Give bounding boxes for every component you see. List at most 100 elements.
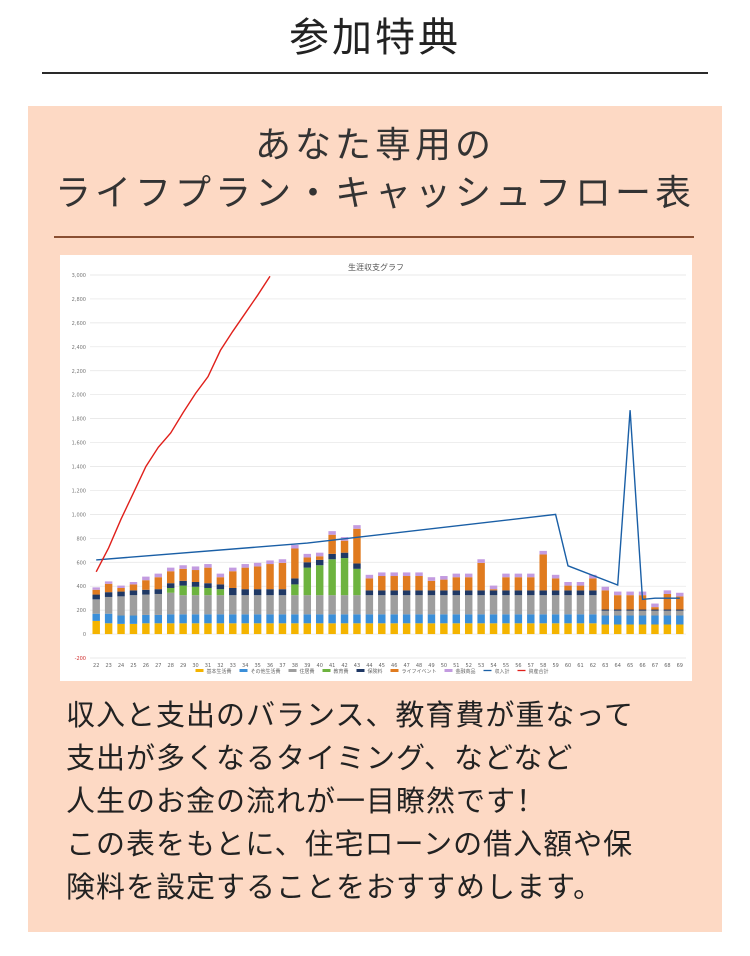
bar-segment bbox=[464, 577, 473, 591]
bar-segment bbox=[253, 614, 262, 624]
bar-segment bbox=[216, 595, 225, 615]
description-line: 支出が多くなるタイミング、などなど bbox=[66, 741, 574, 775]
bar-segment bbox=[353, 568, 361, 596]
x-tick-label: 30 bbox=[192, 663, 198, 669]
legend-label: その他生活費 bbox=[251, 668, 281, 675]
bar-segment bbox=[253, 589, 262, 596]
y-tick-label: 2,000 bbox=[72, 393, 86, 399]
bar-segment bbox=[539, 614, 547, 624]
bar-segment bbox=[378, 623, 386, 635]
legend-swatch bbox=[444, 669, 453, 672]
bar-segment bbox=[613, 591, 622, 596]
panel-heading-line2: ライフプラン・キャッシュフロー表 bbox=[54, 173, 695, 214]
bar-segment bbox=[353, 528, 361, 564]
bar-segment bbox=[477, 590, 485, 596]
bar-segment bbox=[315, 552, 324, 557]
bar-segment bbox=[353, 623, 361, 635]
bar-segment bbox=[266, 614, 274, 624]
bar-segment bbox=[564, 595, 572, 615]
legend-label: 基本生活費 bbox=[207, 668, 232, 675]
bar-segment bbox=[92, 594, 100, 600]
bar-segment bbox=[353, 563, 361, 569]
x-tick-label: 60 bbox=[565, 663, 571, 669]
bar-segment bbox=[229, 587, 237, 596]
bar-segment bbox=[315, 623, 324, 635]
bar-segment bbox=[415, 595, 423, 615]
bar-segment bbox=[663, 593, 672, 610]
y-tick-label: 1,400 bbox=[72, 465, 86, 471]
series-line bbox=[96, 410, 680, 601]
bar-segment bbox=[464, 595, 473, 615]
bar-segment bbox=[315, 559, 324, 566]
x-tick-label: 64 bbox=[615, 663, 621, 669]
bar-segment bbox=[154, 623, 163, 635]
x-tick-label: 44 bbox=[366, 663, 372, 669]
bar-segment bbox=[601, 590, 610, 610]
x-tick-label: 23 bbox=[105, 663, 111, 669]
bar-segment bbox=[464, 590, 473, 596]
bar-segment bbox=[129, 584, 138, 591]
y-tick-label: 2,800 bbox=[72, 297, 86, 303]
bar-segment bbox=[328, 623, 336, 635]
bar-segment bbox=[216, 584, 225, 590]
bar-segment bbox=[502, 577, 510, 591]
bar-segment bbox=[104, 592, 113, 597]
bar-segment bbox=[564, 590, 572, 596]
bar-segment bbox=[613, 609, 622, 611]
bar-segment bbox=[191, 586, 200, 596]
bar-segment bbox=[564, 585, 572, 591]
bar-segment bbox=[638, 615, 647, 625]
x-tick-label: 65 bbox=[627, 663, 633, 669]
bar-segment bbox=[626, 609, 634, 611]
bar-segment bbox=[539, 590, 547, 596]
y-tick-label: 1,800 bbox=[72, 417, 86, 423]
bar-segment bbox=[365, 574, 374, 579]
bar-segment bbox=[539, 554, 547, 591]
x-tick-label: 59 bbox=[552, 663, 558, 669]
bar-segment bbox=[390, 623, 398, 635]
bar-segment bbox=[452, 577, 461, 591]
title-divider bbox=[42, 72, 708, 74]
bonus-panel: あなた専用の ライフプラン・キャッシュフロー表 生涯収支グラフ -200 0 200… bbox=[28, 106, 722, 932]
bar-segment bbox=[291, 578, 299, 585]
bar-segment bbox=[626, 591, 634, 596]
bar-segment bbox=[142, 589, 150, 595]
bar-segment bbox=[402, 623, 411, 635]
bar-segment bbox=[589, 623, 597, 635]
bar-segment bbox=[576, 590, 585, 596]
bar-segment bbox=[241, 589, 249, 596]
bar-segment bbox=[626, 624, 634, 635]
x-tick-label: 33 bbox=[230, 663, 236, 669]
series-line bbox=[95, 275, 271, 573]
bar-segment bbox=[129, 623, 138, 635]
x-tick-label: 28 bbox=[168, 663, 174, 669]
y-tick-label: 2,200 bbox=[72, 369, 86, 375]
x-tick-label: 49 bbox=[428, 663, 434, 669]
x-tick-label: 32 bbox=[217, 663, 223, 669]
bar-segment bbox=[291, 595, 299, 615]
bar-segment bbox=[154, 593, 163, 615]
bar-segment bbox=[179, 580, 187, 586]
bar-segment bbox=[427, 580, 436, 591]
y-tick-label: 1,000 bbox=[72, 512, 86, 518]
legend-swatch bbox=[195, 669, 204, 672]
bar-segment bbox=[452, 623, 461, 635]
legend-label: ライフイベント bbox=[402, 669, 437, 675]
bar-segment bbox=[527, 595, 535, 615]
bar-segment bbox=[390, 576, 398, 591]
bar-segment bbox=[378, 595, 386, 615]
x-tick-label: 68 bbox=[664, 663, 670, 669]
x-axis-ticks: 22 23 24 25 26 27 28 29 30 31 32 33 34 35 36 37 38 39 40 41… bbox=[93, 663, 683, 669]
bar-segment bbox=[154, 573, 163, 578]
bar-segment bbox=[539, 550, 547, 555]
bar-segment bbox=[117, 623, 125, 635]
bar-segment bbox=[154, 614, 163, 624]
x-tick-label: 48 bbox=[416, 663, 422, 669]
bar-segment bbox=[104, 583, 113, 593]
bar-segment bbox=[638, 595, 647, 610]
bar-segment bbox=[278, 623, 287, 635]
bar-segment bbox=[278, 614, 287, 624]
bar-segment bbox=[502, 623, 510, 635]
bar-segment bbox=[291, 548, 299, 579]
bar-segment bbox=[613, 615, 622, 625]
